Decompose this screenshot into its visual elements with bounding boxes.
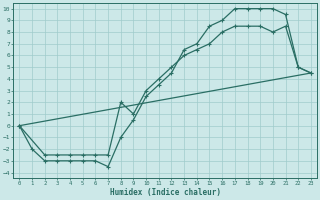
X-axis label: Humidex (Indice chaleur): Humidex (Indice chaleur) [110, 188, 220, 197]
